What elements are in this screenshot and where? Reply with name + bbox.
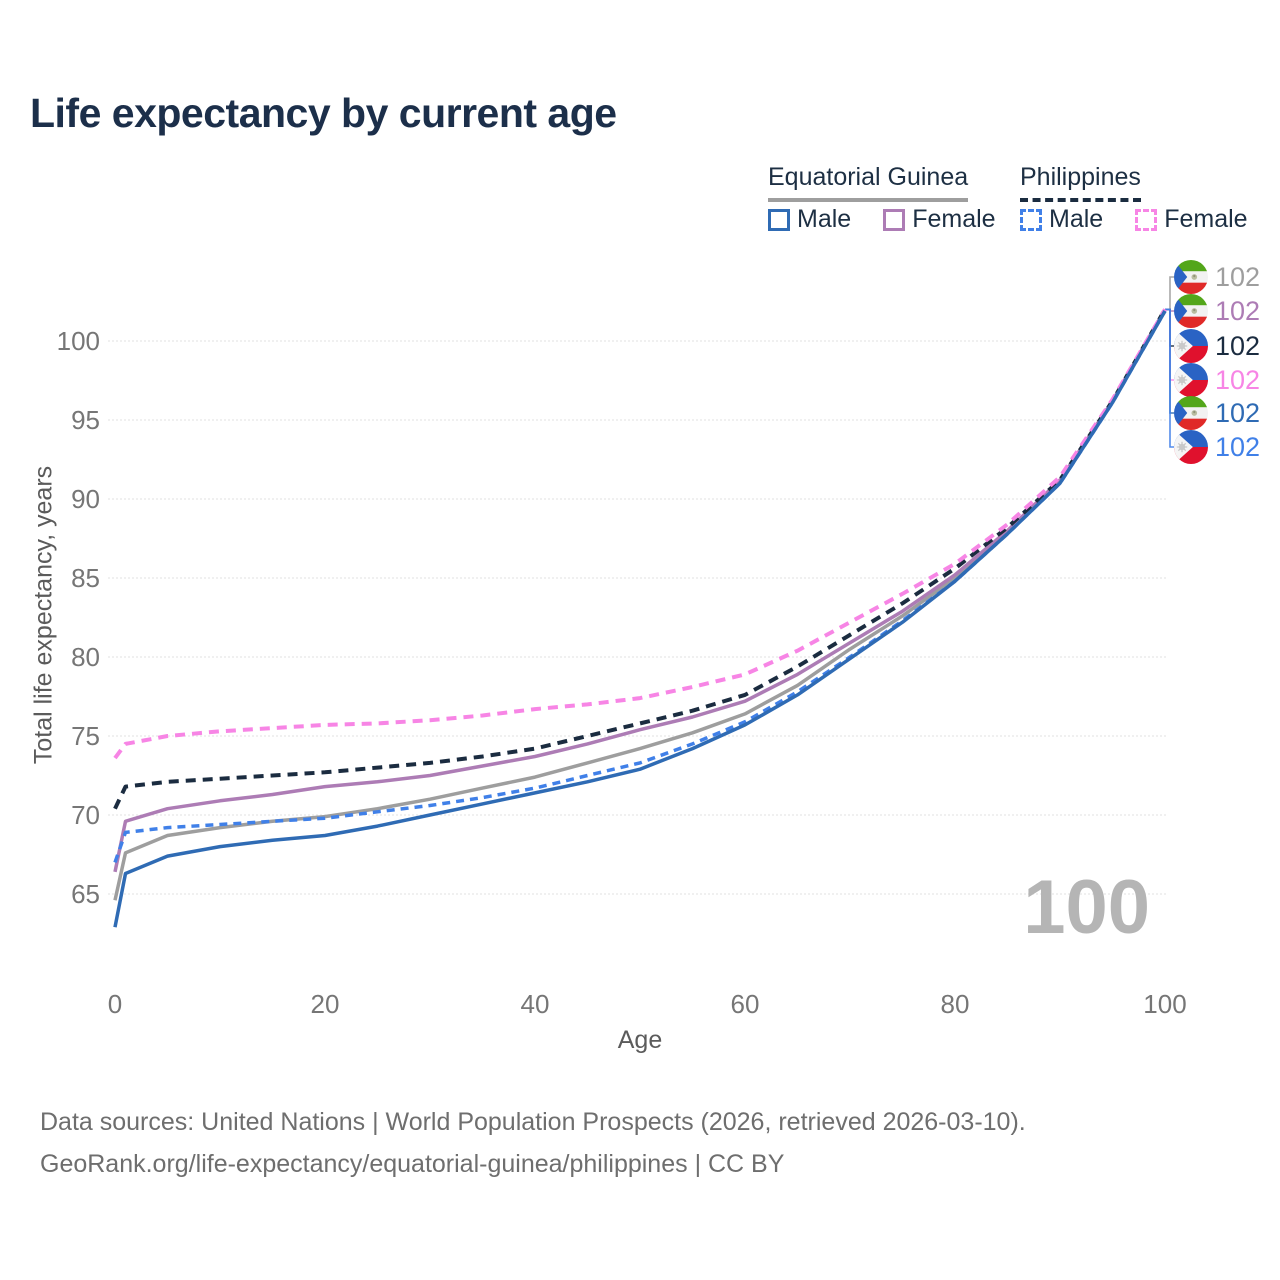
legend-row-philippines: Male Female: [1020, 205, 1272, 234]
series-line[interactable]: [113, 308, 1167, 873]
legend-item-label: Female: [1164, 205, 1248, 233]
page-title: Life expectancy by current age: [30, 90, 617, 136]
philippines-flag-icon: [1174, 363, 1208, 397]
endpoint-row: 102: [1174, 430, 1260, 464]
equatorial-guinea-flag-icon: [1174, 396, 1208, 430]
eg-male-swatch-icon: [768, 208, 790, 231]
legend-item-label: Male: [797, 205, 852, 233]
data-sources-note: Data sources: United Nations | World Pop…: [40, 1108, 1026, 1136]
legend-item-eg-male[interactable]: Male: [768, 205, 851, 234]
legend-item-label: Female: [912, 205, 996, 233]
x-tick-label: 80: [941, 989, 970, 1019]
y-tick-label: 90: [71, 484, 100, 514]
equatorial-guinea-flag-icon: [1174, 294, 1208, 328]
x-axis-title: Age: [617, 1026, 663, 1054]
y-tick-label: 75: [71, 721, 100, 751]
endpoint-row: 102: [1174, 260, 1260, 294]
hover-age-indicator: 100: [1023, 865, 1150, 950]
y-tick-label: 85: [71, 563, 100, 593]
endpoint-value: 102: [1215, 261, 1261, 292]
legend-item-ph-female[interactable]: Female: [1135, 205, 1248, 234]
series-line[interactable]: [113, 308, 1167, 810]
legend-group-philippines[interactable]: Philippines: [1020, 163, 1141, 202]
y-tick-label: 80: [71, 642, 100, 672]
y-tick-label: 65: [71, 879, 100, 909]
series-line[interactable]: [113, 310, 1167, 863]
endpoint-value: 102: [1215, 295, 1261, 326]
y-tick-label: 95: [71, 405, 100, 435]
legend-group-equatorial-guinea[interactable]: Equatorial Guinea: [768, 163, 969, 202]
legend-row-equatorial-guinea: Male Female: [768, 205, 1020, 234]
y-axis-title: Total life expectancy, years: [29, 465, 58, 765]
legend-item-label: Male: [1049, 205, 1104, 233]
endpoint-row: 102: [1174, 363, 1260, 397]
ph-female-swatch-icon: [1135, 208, 1158, 231]
ph-male-swatch-icon: [1020, 208, 1042, 231]
x-tick-label: 60: [731, 989, 760, 1019]
x-tick-label: 0: [108, 989, 122, 1019]
attribution-url: GeoRank.org/life-expectancy/equatorial-g…: [40, 1150, 785, 1178]
endpoint-value: 102: [1215, 364, 1261, 395]
x-tick-label: 40: [521, 989, 550, 1019]
endpoint-row: 102: [1174, 396, 1260, 430]
series-line[interactable]: [113, 308, 1167, 760]
x-tick-label: 20: [311, 989, 340, 1019]
legend-item-ph-male[interactable]: Male: [1020, 205, 1103, 234]
series-line[interactable]: [113, 310, 1167, 901]
endpoint-value: 102: [1215, 397, 1261, 428]
endpoint-row: 102: [1174, 294, 1260, 328]
series-line[interactable]: [113, 310, 1167, 928]
legend-item-eg-female[interactable]: Female: [883, 205, 996, 234]
endpoint-leader-line: [1165, 308, 1176, 448]
philippines-flag-icon: [1174, 430, 1208, 464]
y-tick-label: 70: [71, 800, 100, 830]
philippines-flag-icon: [1174, 329, 1208, 363]
eg-female-swatch-icon: [883, 208, 906, 231]
endpoint-value: 102: [1215, 330, 1261, 361]
endpoint-value: 102: [1215, 431, 1261, 462]
y-tick-label: 100: [57, 326, 100, 356]
endpoint-row: 102: [1174, 329, 1260, 363]
x-tick-label: 100: [1143, 989, 1186, 1019]
equatorial-guinea-flag-icon: [1174, 260, 1208, 294]
